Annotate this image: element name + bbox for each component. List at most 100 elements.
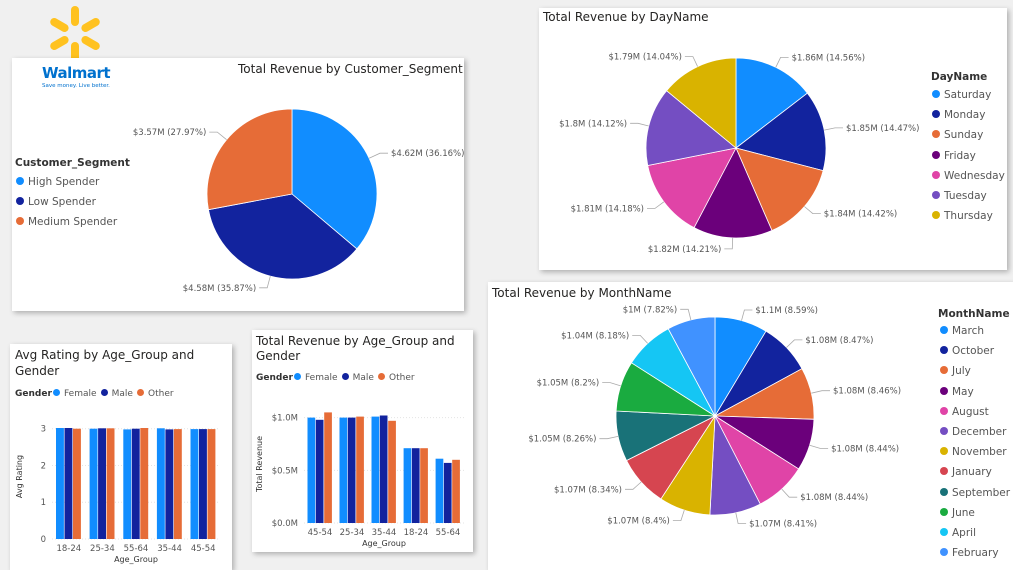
legend-item-july[interactable]: July [940,365,971,377]
legend-item-february[interactable]: February [940,547,999,559]
x-tick-label: 18-24 [56,544,81,554]
pie-slice-tuesday[interactable] [645,90,737,166]
bar-35-44-female[interactable] [371,416,380,523]
bar-45-54-female[interactable] [307,417,316,523]
bar-35-44-female[interactable] [156,428,165,539]
legend-item-female[interactable]: Female [53,389,97,399]
bar-45-54-other[interactable] [207,429,216,539]
legend-item-low-spender[interactable]: Low Spender [16,196,96,208]
bar-25-34-male[interactable] [347,417,356,523]
legend-label: May [952,385,974,398]
legend-item-march[interactable]: March [940,325,984,337]
legend-label: March [952,325,985,337]
bar-18-24-female[interactable] [403,448,412,523]
pie-slice-monday[interactable] [735,92,827,172]
bar-18-24-other[interactable] [73,428,81,539]
legend-item-sunday[interactable]: Sunday [932,129,983,141]
leader-line-september [599,436,619,440]
legend-item-thursday[interactable]: Thursday [932,210,993,222]
walmart-logo [38,4,118,94]
legend-marker-icon [341,373,349,380]
legend-label: Low Spender [28,196,96,208]
legend-item-october[interactable]: October [940,345,994,357]
leader-line-august [781,488,798,498]
legend-item-other[interactable]: Other [137,389,174,399]
legend-label: October [952,345,995,358]
bar-25-34-male[interactable] [98,428,106,539]
bar-35-44-male[interactable] [165,429,174,539]
pie-slice-wednesday[interactable] [647,147,737,229]
legend-item-monday[interactable]: Monday [932,109,985,121]
bar-25-34-other[interactable] [356,416,364,523]
month-legend-title: MonthName [938,308,1010,320]
leader-line-march [741,309,753,321]
legend-item-may[interactable]: May [940,386,974,398]
x-tick-label: 55-64 [124,544,149,554]
pie-slice-thursday[interactable] [666,57,737,149]
legend-item-april[interactable]: April [940,527,976,539]
x-tick-label: 45-54 [191,544,216,554]
legend-item-medium-spender[interactable]: Medium Spender [16,216,117,228]
month-pie-card: Total Revenue by MonthName MonthName Mar… [488,282,1013,570]
legend-item-friday[interactable]: Friday [932,150,976,162]
legend-item-tuesday[interactable]: Tuesday [932,190,987,202]
legend-item-high-spender[interactable]: High Spender [16,176,99,188]
bar-35-44-other[interactable] [173,429,182,539]
bar-55-64-female[interactable] [435,458,444,523]
pie-slice-low-spender[interactable] [207,193,358,280]
bar-45-54-other[interactable] [324,412,332,523]
leader-line-low-spender [259,276,271,289]
bar-55-64-male[interactable] [443,462,452,523]
bar-55-64-other[interactable] [452,459,460,523]
data-label-december: $1.07M (8.41%) [749,520,817,530]
legend-label: December [952,426,1007,438]
bar-25-34-female[interactable] [89,428,98,539]
pie-slice-sunday[interactable] [735,147,824,232]
legend-item-other[interactable]: Other [378,373,415,383]
legend-item-december[interactable]: December [940,426,1006,438]
legend-item-saturday[interactable]: Saturday [932,89,991,101]
bar-35-44-other[interactable] [388,420,396,523]
bar-45-54-male[interactable] [315,419,324,523]
pie-slice-medium-spender[interactable] [206,108,293,211]
leader-line-may [809,444,829,449]
data-label-september: $1.05M (8.26%) [528,435,596,445]
bar-18-24-other[interactable] [420,448,428,523]
day-chart-title: Total Revenue by DayName [543,10,709,24]
legend-item-wednesday[interactable]: Wednesday [932,170,1005,182]
legend-item-september[interactable]: September [940,487,1010,499]
legend-label: High Spender [28,176,100,188]
legend-marker-icon [53,389,60,396]
legend-marker-icon [932,211,940,220]
legend-item-november[interactable]: November [940,446,1007,458]
legend-item-female[interactable]: Female [294,373,338,383]
bar-25-34-other[interactable] [106,428,115,539]
bar-45-54-male[interactable] [199,429,207,539]
pie-slice-high-spender[interactable] [291,108,378,250]
bar-55-64-other[interactable] [140,428,149,539]
bar-18-24-male[interactable] [411,448,420,523]
pie-slice-friday[interactable] [693,147,773,239]
bar-45-54-female[interactable] [190,429,199,539]
bar-25-34-female[interactable] [339,417,348,523]
x-tick-label: 45-54 [308,528,333,538]
legend-item-june[interactable]: June [940,507,975,519]
data-label-tuesday: $1.8M (14.12%) [559,119,627,129]
legend-item-male[interactable]: Male [341,373,374,383]
pie-slice-saturday[interactable] [735,57,808,149]
bar-18-24-female[interactable] [56,428,64,539]
legend-marker-icon [16,197,24,205]
x-axis-title: Age_Group [114,555,158,564]
legend-item-august[interactable]: August [940,406,989,418]
legend-marker-icon [940,366,948,375]
bar-55-64-female[interactable] [123,429,132,539]
bar-18-24-male[interactable] [64,428,73,539]
legend-item-january[interactable]: January [940,466,992,478]
data-label-october: $1.08M (8.47%) [805,336,873,346]
bar-55-64-male[interactable] [131,428,140,539]
legend-item-male[interactable]: Male [100,389,133,399]
revage-chart-title-line2: Gender [256,349,301,363]
walmart-wordmark: Walmart [42,64,111,82]
bar-35-44-male[interactable] [379,415,388,524]
legend-marker-icon [294,373,301,380]
